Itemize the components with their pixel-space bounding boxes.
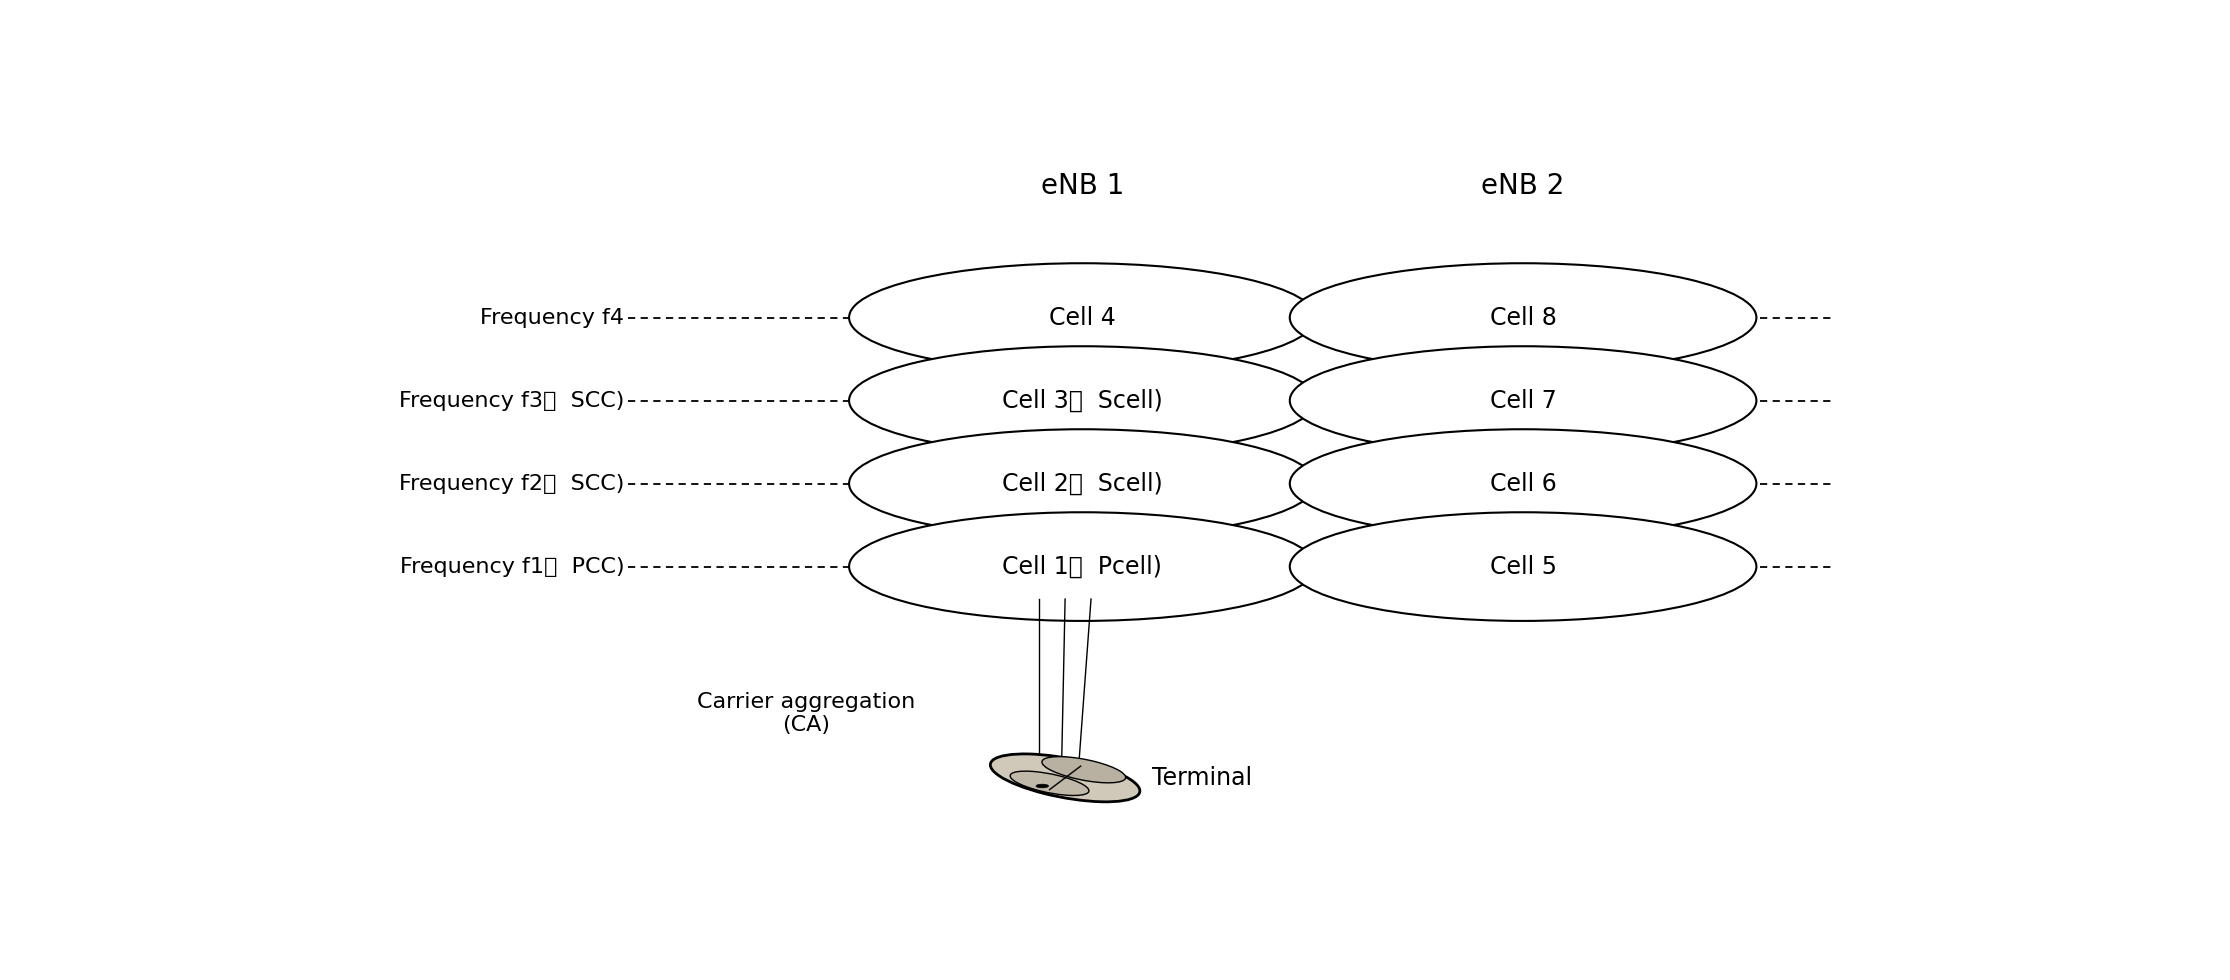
- Text: eNB 2: eNB 2: [1481, 172, 1565, 200]
- Text: Cell 1（  Pcell): Cell 1（ Pcell): [1004, 555, 1162, 578]
- Ellipse shape: [850, 429, 1316, 538]
- Ellipse shape: [850, 346, 1316, 455]
- Ellipse shape: [1041, 757, 1126, 783]
- Text: Frequency f2（  SCC): Frequency f2（ SCC): [399, 473, 624, 494]
- Text: Cell 8: Cell 8: [1490, 306, 1557, 329]
- Ellipse shape: [1289, 429, 1757, 538]
- Ellipse shape: [1010, 771, 1088, 796]
- Text: Frequency f4: Frequency f4: [479, 308, 624, 327]
- Ellipse shape: [1289, 264, 1757, 371]
- Text: Cell 6: Cell 6: [1490, 471, 1557, 496]
- Text: Cell 2（  Scell): Cell 2（ Scell): [1001, 471, 1162, 496]
- Text: Frequency f3（  SCC): Frequency f3（ SCC): [399, 391, 624, 411]
- Text: Frequency f1（  PCC): Frequency f1（ PCC): [399, 557, 624, 576]
- Ellipse shape: [990, 754, 1140, 802]
- Text: Terminal: Terminal: [1151, 766, 1251, 790]
- Text: Cell 3（  Scell): Cell 3（ Scell): [1001, 389, 1162, 413]
- Ellipse shape: [1289, 346, 1757, 455]
- Text: Cell 7: Cell 7: [1490, 389, 1557, 413]
- Text: Cell 5: Cell 5: [1490, 555, 1557, 578]
- Text: eNB 1: eNB 1: [1041, 172, 1124, 200]
- Text: Carrier aggregation
(CA): Carrier aggregation (CA): [696, 692, 914, 735]
- Text: Cell 4: Cell 4: [1048, 306, 1115, 329]
- Ellipse shape: [1289, 513, 1757, 621]
- Ellipse shape: [850, 264, 1316, 371]
- Ellipse shape: [1037, 784, 1048, 788]
- Ellipse shape: [850, 513, 1316, 621]
